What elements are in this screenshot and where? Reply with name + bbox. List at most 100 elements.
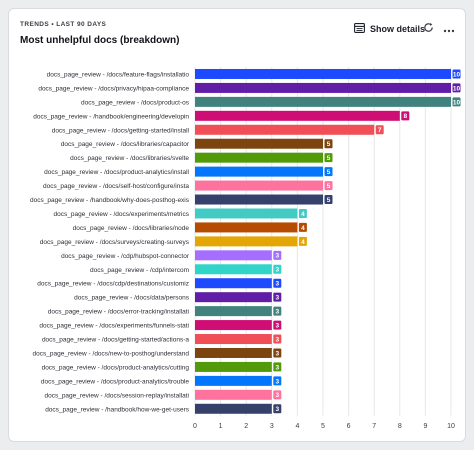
table-icon xyxy=(354,23,365,35)
value-label: 4 xyxy=(301,225,305,232)
value-badge xyxy=(297,207,308,219)
show-details-button[interactable]: Show details xyxy=(354,19,425,39)
value-label: 3 xyxy=(275,364,279,371)
x-tick-label: 9 xyxy=(423,423,427,430)
insight-card: TRENDS • LAST 90 DAYS Most unhelpful doc… xyxy=(8,8,466,442)
value-badge xyxy=(297,221,308,233)
category-label: docs_page_review - /docs/product-analyti… xyxy=(44,169,189,176)
value-badge xyxy=(272,347,283,359)
value-label: 5 xyxy=(327,183,331,190)
bar[interactable] xyxy=(195,320,272,331)
bar[interactable] xyxy=(195,292,272,303)
bar[interactable] xyxy=(195,68,451,79)
value-badge xyxy=(272,333,283,345)
category-label: docs_page_review - /docs/libraries/node xyxy=(73,225,190,232)
bar[interactable] xyxy=(195,375,272,386)
value-label: 5 xyxy=(327,169,331,176)
show-details-label: Show details xyxy=(370,24,426,34)
value-label: 10 xyxy=(453,71,461,78)
category-label: docs_page_review - /docs/new-to-posthog/… xyxy=(33,350,190,357)
category-label: docs_page_review - /cdp/hubspot-connecto… xyxy=(61,253,190,260)
bar[interactable] xyxy=(195,361,272,372)
insight-title[interactable]: Most unhelpful docs (breakdown) xyxy=(20,35,180,46)
value-badge xyxy=(272,249,283,261)
value-label: 3 xyxy=(275,309,279,316)
value-label: 3 xyxy=(275,253,279,260)
bar[interactable] xyxy=(195,403,272,414)
value-label: 3 xyxy=(275,350,279,357)
bar[interactable] xyxy=(195,222,298,233)
category-label: docs_page_review - /handbook/how-we-get-… xyxy=(45,406,190,413)
value-label: 10 xyxy=(453,99,461,106)
value-badge xyxy=(323,166,334,178)
category-label: docs_page_review - /docs/libraries/svelt… xyxy=(70,155,189,162)
bar[interactable] xyxy=(195,152,323,163)
value-badge xyxy=(272,361,283,373)
bar[interactable] xyxy=(195,250,272,261)
category-label: docs_page_review - /docs/data/persons xyxy=(74,295,190,302)
category-label: docs_page_review - /docs/self-host/confi… xyxy=(43,183,189,190)
value-label: 5 xyxy=(327,141,331,148)
x-tick-label: 1 xyxy=(219,423,223,430)
value-label: 3 xyxy=(275,378,279,385)
x-tick-label: 8 xyxy=(398,423,402,430)
bar[interactable] xyxy=(195,110,400,121)
category-label: docs_page_review - /docs/surveys/creatin… xyxy=(40,239,190,246)
bar[interactable] xyxy=(195,278,272,289)
insight-header: TRENDS • LAST 90 DAYS Most unhelpful doc… xyxy=(9,9,465,61)
category-label: docs_page_review - /docs/privacy/hipaa-c… xyxy=(38,85,189,92)
x-tick-label: 10 xyxy=(447,423,455,430)
bar[interactable] xyxy=(195,334,272,345)
category-label: docs_page_review - /docs/experiments/met… xyxy=(54,211,190,218)
category-label: docs_page_review - /docs/getting-started… xyxy=(52,127,190,134)
bar[interactable] xyxy=(195,82,451,93)
bar[interactable] xyxy=(195,96,451,107)
refresh-button[interactable] xyxy=(419,19,437,39)
category-label: docs_page_review - /docs/feature-flags/i… xyxy=(47,71,190,78)
value-badge xyxy=(297,235,308,247)
bar[interactable] xyxy=(195,208,298,219)
value-label: 8 xyxy=(403,113,407,120)
more-button[interactable] xyxy=(440,19,458,39)
x-tick-label: 4 xyxy=(295,423,299,430)
value-badge xyxy=(323,194,334,206)
bar[interactable] xyxy=(195,138,323,149)
value-badge xyxy=(272,319,283,331)
value-label: 3 xyxy=(275,336,279,343)
value-label: 3 xyxy=(275,322,279,329)
bar[interactable] xyxy=(195,347,272,358)
category-label: docs_page_review - /docs/product-analyti… xyxy=(42,364,190,371)
value-badge xyxy=(374,124,385,136)
value-badge xyxy=(272,305,283,317)
category-label: docs_page_review - /docs/getting-started… xyxy=(42,337,189,344)
value-badge xyxy=(272,263,283,275)
value-label: 3 xyxy=(275,392,279,399)
more-icon xyxy=(443,20,455,38)
category-label: docs_page_review - /docs/cdp/destination… xyxy=(37,281,189,288)
category-label: docs_page_review - /docs/product-analyti… xyxy=(41,378,190,385)
bar[interactable] xyxy=(195,389,272,400)
bar[interactable] xyxy=(195,166,323,177)
value-badge xyxy=(272,375,283,387)
bar[interactable] xyxy=(195,194,323,205)
category-label: docs_page_review - /handbook/engineering… xyxy=(33,113,189,120)
x-tick-label: 7 xyxy=(372,423,376,430)
value-badge xyxy=(400,110,411,122)
category-label: docs_page_review - /docs/experiments/fun… xyxy=(39,323,189,330)
bar[interactable] xyxy=(195,236,298,247)
bar[interactable] xyxy=(195,264,272,275)
bar[interactable] xyxy=(195,124,375,135)
value-label: 3 xyxy=(275,406,279,413)
value-label: 5 xyxy=(327,197,331,204)
bar[interactable] xyxy=(195,180,323,191)
value-label: 4 xyxy=(301,239,305,246)
value-badge xyxy=(272,291,283,303)
x-tick-label: 6 xyxy=(347,423,351,430)
value-badge xyxy=(323,138,334,150)
x-tick-label: 2 xyxy=(244,423,248,430)
value-label: 3 xyxy=(275,267,279,274)
value-badge xyxy=(323,180,334,192)
refresh-icon xyxy=(423,20,434,38)
value-label: 3 xyxy=(275,281,279,288)
bar[interactable] xyxy=(195,306,272,317)
